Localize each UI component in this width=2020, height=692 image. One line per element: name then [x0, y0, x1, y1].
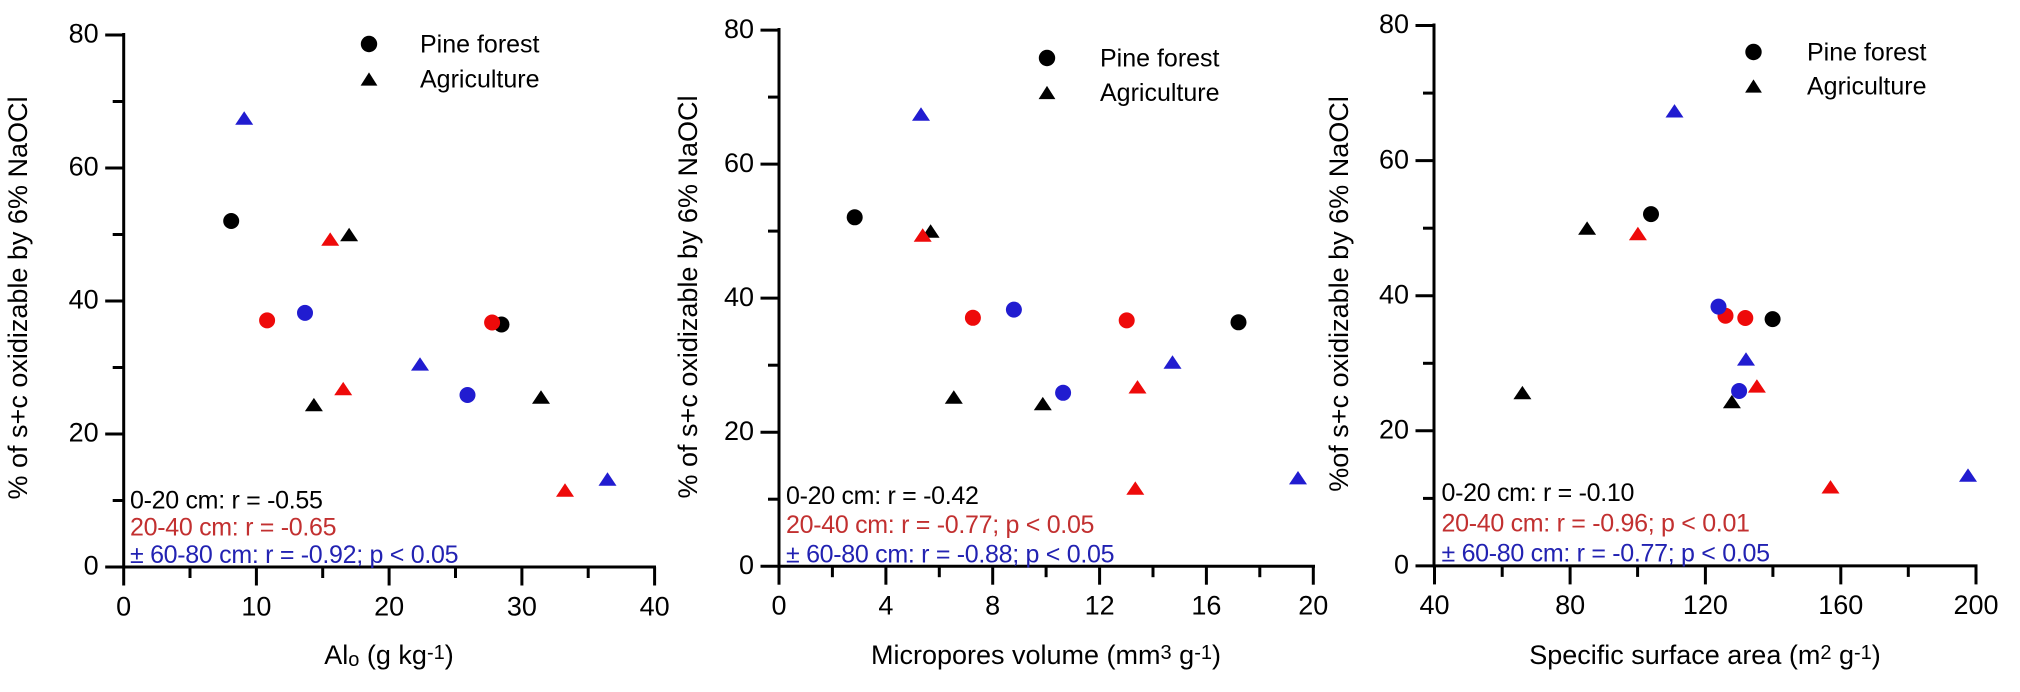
svg-text:80: 80 [1555, 590, 1585, 620]
svg-text:12: 12 [1085, 591, 1115, 621]
svg-text:80: 80 [724, 14, 754, 44]
svg-text:20: 20 [1298, 591, 1328, 621]
svg-text:160: 160 [1818, 590, 1863, 620]
svg-text:20-40 cm: r = -0.77; p < 0.05: 20-40 cm: r = -0.77; p < 0.05 [786, 511, 1094, 539]
svg-text:Agriculture: Agriculture [1807, 73, 1927, 101]
svg-text:40: 40 [1419, 590, 1449, 620]
svg-text:120: 120 [1683, 590, 1728, 620]
svg-text:80: 80 [69, 19, 99, 49]
svg-text:Agriculture: Agriculture [1100, 79, 1220, 107]
svg-text:0: 0 [116, 592, 131, 622]
svg-text:% of s+c oxidizable by 6% NaOC: % of s+c oxidizable by 6% NaOCl [3, 97, 33, 500]
svg-text:0: 0 [1394, 550, 1409, 580]
svg-text:20: 20 [1379, 415, 1409, 445]
svg-text:16: 16 [1191, 591, 1221, 621]
svg-text:0-20 cm: r = -0.10: 0-20 cm: r = -0.10 [1442, 479, 1635, 507]
svg-text:20: 20 [724, 416, 754, 446]
svg-text:20: 20 [69, 418, 99, 448]
svg-text:20: 20 [374, 592, 404, 622]
svg-text:40: 40 [640, 592, 670, 622]
svg-text:Pine forest: Pine forest [1807, 39, 1927, 67]
svg-text:0-20 cm: r = -0.42: 0-20 cm: r = -0.42 [786, 482, 979, 510]
svg-text:0: 0 [84, 551, 99, 581]
svg-text:Alo (g kg-1): Alo (g kg-1) [324, 640, 453, 671]
svg-text:± 60-80 cm: r = -0.92; p < 0.0: ± 60-80 cm: r = -0.92; p < 0.05 [130, 541, 458, 569]
svg-text:40: 40 [1379, 279, 1409, 309]
svg-text:Pine forest: Pine forest [1100, 45, 1220, 73]
svg-text:20-40 cm: r = -0.65: 20-40 cm: r = -0.65 [130, 514, 336, 542]
svg-text:0: 0 [739, 550, 754, 580]
svg-text:80: 80 [1379, 9, 1409, 39]
svg-text:8: 8 [985, 591, 1000, 621]
svg-text:Micropores volume (mm3 g-1): Micropores volume (mm3 g-1) [871, 640, 1221, 670]
svg-text:60: 60 [724, 148, 754, 178]
svg-text:30: 30 [507, 592, 537, 622]
svg-text:Agriculture: Agriculture [420, 66, 540, 94]
svg-text:% of s+c oxidizable by 6% NaOC: % of s+c oxidizable by 6% NaOCl [673, 96, 703, 499]
svg-text:Specific surface area (m2 g-1): Specific surface area (m2 g-1) [1529, 640, 1881, 670]
svg-text:60: 60 [1379, 144, 1409, 174]
svg-text:10: 10 [241, 592, 271, 622]
svg-text:4: 4 [878, 591, 893, 621]
svg-text:%of s+c oxidizable by 6% NaOCl: %of s+c oxidizable by 6% NaOCl [1324, 96, 1354, 491]
svg-text:Pine forest: Pine forest [420, 31, 540, 59]
svg-text:± 60-80 cm: r = -0.88; p < 0.0: ± 60-80 cm: r = -0.88; p < 0.05 [786, 540, 1114, 568]
svg-text:20-40 cm: r = -0.96; p < 0.01: 20-40 cm: r = -0.96; p < 0.01 [1442, 510, 1750, 538]
svg-text:± 60-80 cm: r = -0.77; p < 0.0: ± 60-80 cm: r = -0.77; p < 0.05 [1442, 540, 1770, 568]
svg-text:0: 0 [771, 591, 786, 621]
svg-text:200: 200 [1953, 590, 1998, 620]
svg-text:40: 40 [724, 282, 754, 312]
svg-text:60: 60 [69, 152, 99, 182]
svg-text:0-20 cm: r = -0.55: 0-20 cm: r = -0.55 [130, 487, 323, 515]
svg-text:40: 40 [69, 285, 99, 315]
